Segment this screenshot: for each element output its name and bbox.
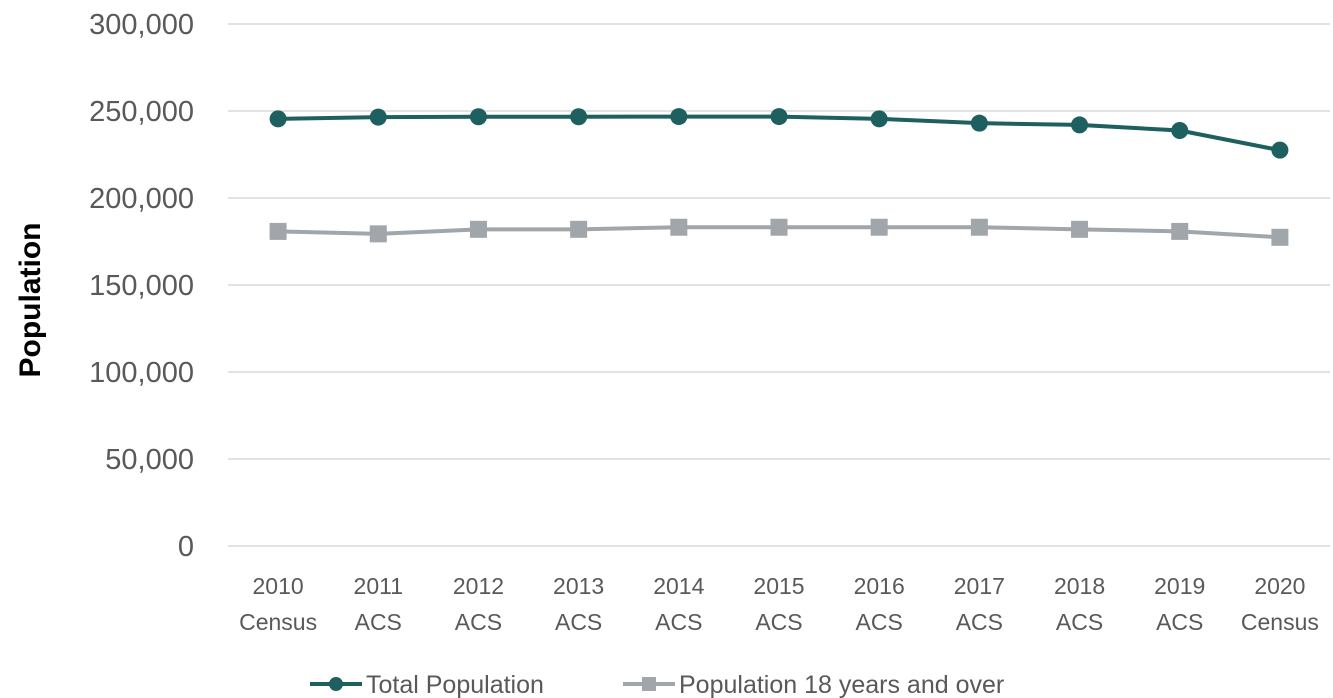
data-point xyxy=(770,218,788,236)
x-tick-label: 2010 Census xyxy=(239,573,317,635)
x-tick-label: 2012 ACS xyxy=(453,573,504,635)
legend-label: Population 18 years and over xyxy=(679,671,1004,698)
y-tick-label: 200,000 xyxy=(89,183,194,215)
data-point xyxy=(1171,121,1189,139)
x-tick-label: 2017 ACS xyxy=(954,573,1005,635)
data-point xyxy=(269,110,287,128)
series-2 xyxy=(269,218,1289,246)
y-tick-label: 0 xyxy=(178,531,194,563)
data-point xyxy=(1171,222,1189,240)
legend-item: Population 18 years and over xyxy=(623,671,1004,698)
x-tick-label: 2015 ACS xyxy=(753,573,804,635)
legend-item: Total Population xyxy=(310,671,544,698)
y-axis-ticks: 0 50,000 100,000 150,000 200,000 250,000 300,0… xyxy=(89,9,194,563)
y-tick-label: 150,000 xyxy=(89,270,194,302)
data-point xyxy=(570,108,588,126)
x-tick-label: 2019 ACS xyxy=(1154,573,1205,635)
data-point xyxy=(670,218,688,236)
data-point xyxy=(269,222,287,240)
legend-label: Total Population xyxy=(366,671,544,698)
x-axis-ticks: 2010 Census 2011 ACS 2012 ACS 2013 ACS 2014 ACS 20… xyxy=(239,573,1319,635)
data-point xyxy=(570,220,588,238)
y-tick-label: 250,000 xyxy=(89,96,194,128)
y-axis-label: Population xyxy=(14,223,47,378)
x-tick-label: 2018 ACS xyxy=(1054,573,1105,635)
data-point xyxy=(870,218,888,236)
data-point xyxy=(1271,228,1289,246)
data-point xyxy=(870,110,888,128)
data-point xyxy=(670,108,688,126)
legend-marker xyxy=(329,677,343,691)
data-point xyxy=(970,114,988,132)
y-tick-label: 100,000 xyxy=(89,357,194,389)
data-point xyxy=(369,225,387,243)
y-tick-label: 300,000 xyxy=(89,9,194,41)
series-1 xyxy=(269,108,1289,159)
data-point xyxy=(469,108,487,126)
data-point xyxy=(970,218,988,236)
gridlines xyxy=(228,23,1330,547)
y-tick-label: 50,000 xyxy=(105,444,194,476)
data-point xyxy=(369,108,387,126)
data-point xyxy=(469,220,487,238)
x-tick-label: 2014 ACS xyxy=(653,573,704,635)
data-point xyxy=(1071,220,1089,238)
data-point xyxy=(1271,141,1289,159)
x-tick-label: 2016 ACS xyxy=(854,573,905,635)
x-tick-label: 2011 ACS xyxy=(354,573,403,635)
series xyxy=(269,108,1289,246)
data-point xyxy=(1071,116,1089,134)
x-tick-label: 2013 ACS xyxy=(553,573,604,635)
legend-marker xyxy=(642,677,656,691)
x-tick-label: 2020 Census xyxy=(1241,573,1319,635)
legend: Total Population Population 18 years and … xyxy=(310,671,1004,698)
data-point xyxy=(770,108,788,126)
